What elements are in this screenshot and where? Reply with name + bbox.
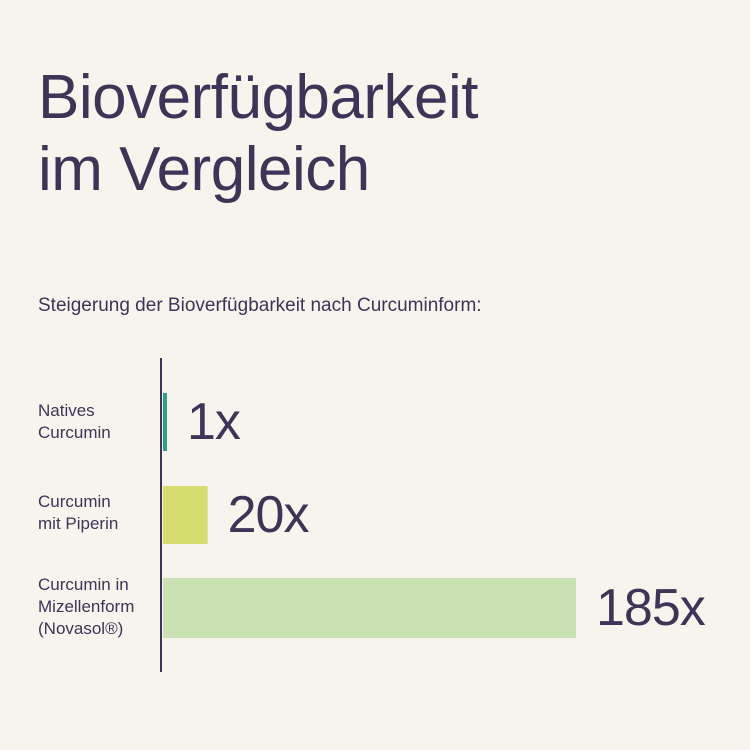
category-label-3-line-1: Curcumin in — [38, 575, 129, 594]
category-label-3-line-2: Mizellenform — [38, 597, 135, 616]
value-label-1: 1x — [187, 393, 241, 451]
bar-1 — [163, 393, 167, 451]
page-title: Bioverfügbarkeit im Vergleich — [38, 62, 479, 206]
category-label-1-line-2: Curcumin — [38, 423, 111, 442]
title-line-1: Bioverfügbarkeit — [38, 63, 479, 132]
category-label-2-line-2: mit Piperin — [38, 514, 119, 533]
chart-subtitle: Steigerung der Bioverfügbarkeit nach Cur… — [38, 295, 482, 316]
category-label-1: Natives Curcumin — [38, 400, 111, 444]
category-label-2-line-1: Curcumin — [38, 492, 111, 511]
category-label-1-line-1: Natives — [38, 401, 95, 420]
bar-3 — [163, 578, 576, 638]
bar-2 — [163, 486, 208, 544]
value-label-2: 20x — [227, 486, 310, 544]
category-label-2: Curcumin mit Piperin — [38, 491, 118, 535]
category-label-3: Curcumin in Mizellenform (Novasol®) — [38, 574, 134, 640]
category-label-3-line-3: (Novasol®) — [38, 619, 124, 638]
value-label-3: 185x — [596, 579, 706, 637]
bars-group — [163, 393, 576, 638]
title-line-2: im Vergleich — [38, 135, 370, 204]
